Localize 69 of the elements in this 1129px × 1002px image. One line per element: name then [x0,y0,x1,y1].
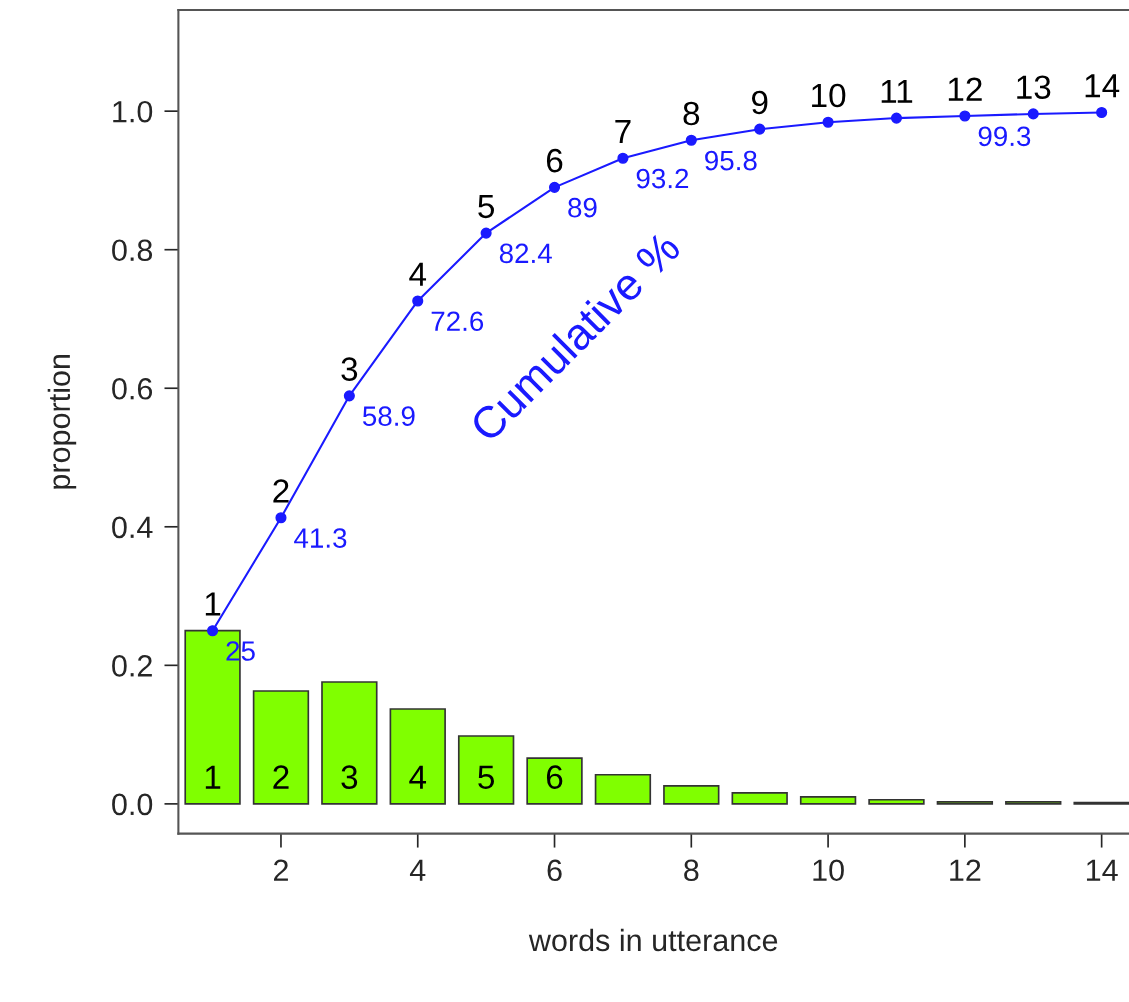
annotation: 8 [683,101,700,126]
bar [1005,800,1062,805]
annotation: 99.3 [978,126,1031,147]
x-axis-title: words in utterance [528,928,778,952]
y-tick-label: 0.2 [112,655,152,677]
bar [663,785,720,805]
annotation: 2 [273,765,289,789]
annotation: 25 [226,641,255,661]
annotation: 6 [546,765,563,789]
annotation: 1 [205,592,221,616]
annotation: 11 [881,79,913,103]
annotation: 6 [546,148,563,173]
point [617,152,629,164]
point [1096,106,1108,119]
x-tick-label: 4 [409,859,426,881]
point [207,625,219,637]
point [959,110,971,122]
annotation: 2 [273,479,289,503]
x-tick-label: 14 [1086,859,1118,881]
point [685,134,697,146]
annotation: 9 [751,90,768,115]
annotation: 4 [409,262,427,286]
bar [936,800,994,805]
point [412,295,424,307]
annotation: 3 [341,357,358,381]
bar [799,796,857,805]
bar [868,798,925,805]
x-tick-label: 2 [274,859,288,881]
annotation: 5 [478,765,495,789]
point [343,390,355,402]
annotation: 82.4 [499,243,552,264]
y-tick-label: 0.4 [112,516,153,539]
point [754,123,766,135]
y-tick-label: 0.0 [112,793,153,816]
y-axis-title: proportion [47,355,77,489]
point [822,116,834,128]
annotation: 13 [1017,75,1051,100]
annotation: 5 [478,194,495,219]
bar [252,690,310,805]
bar [594,773,652,805]
annotation: 4 [409,765,427,789]
x-tick-label: 12 [950,859,981,881]
annotation: 12 [948,77,982,101]
annotation: 3 [341,765,358,789]
y-tick-label: 0.8 [112,239,153,262]
bar [731,791,788,805]
annotation: 89 [568,197,597,218]
annotation: 95.8 [705,150,757,171]
annotation: 41.3 [294,528,347,548]
bar [389,708,446,805]
annotation: 7 [615,120,631,144]
annotation: 93.2 [636,168,689,189]
bar [457,735,515,805]
point [890,112,903,124]
x-tick-label: 8 [684,859,699,882]
point [1027,108,1039,120]
annotation: 10 [812,83,846,108]
point [548,181,561,193]
bar [526,757,583,805]
x-tick-label: 6 [547,859,562,882]
annotation: 58.9 [362,406,415,426]
y-tick-label: 0.6 [112,377,153,400]
annotation: 14 [1085,74,1120,98]
annotation: 1 [205,765,221,789]
point [275,512,287,524]
x-tick-label: 10 [813,859,844,882]
point [480,227,492,239]
bar [321,681,378,805]
y-tick-label: 1.0 [113,100,153,123]
